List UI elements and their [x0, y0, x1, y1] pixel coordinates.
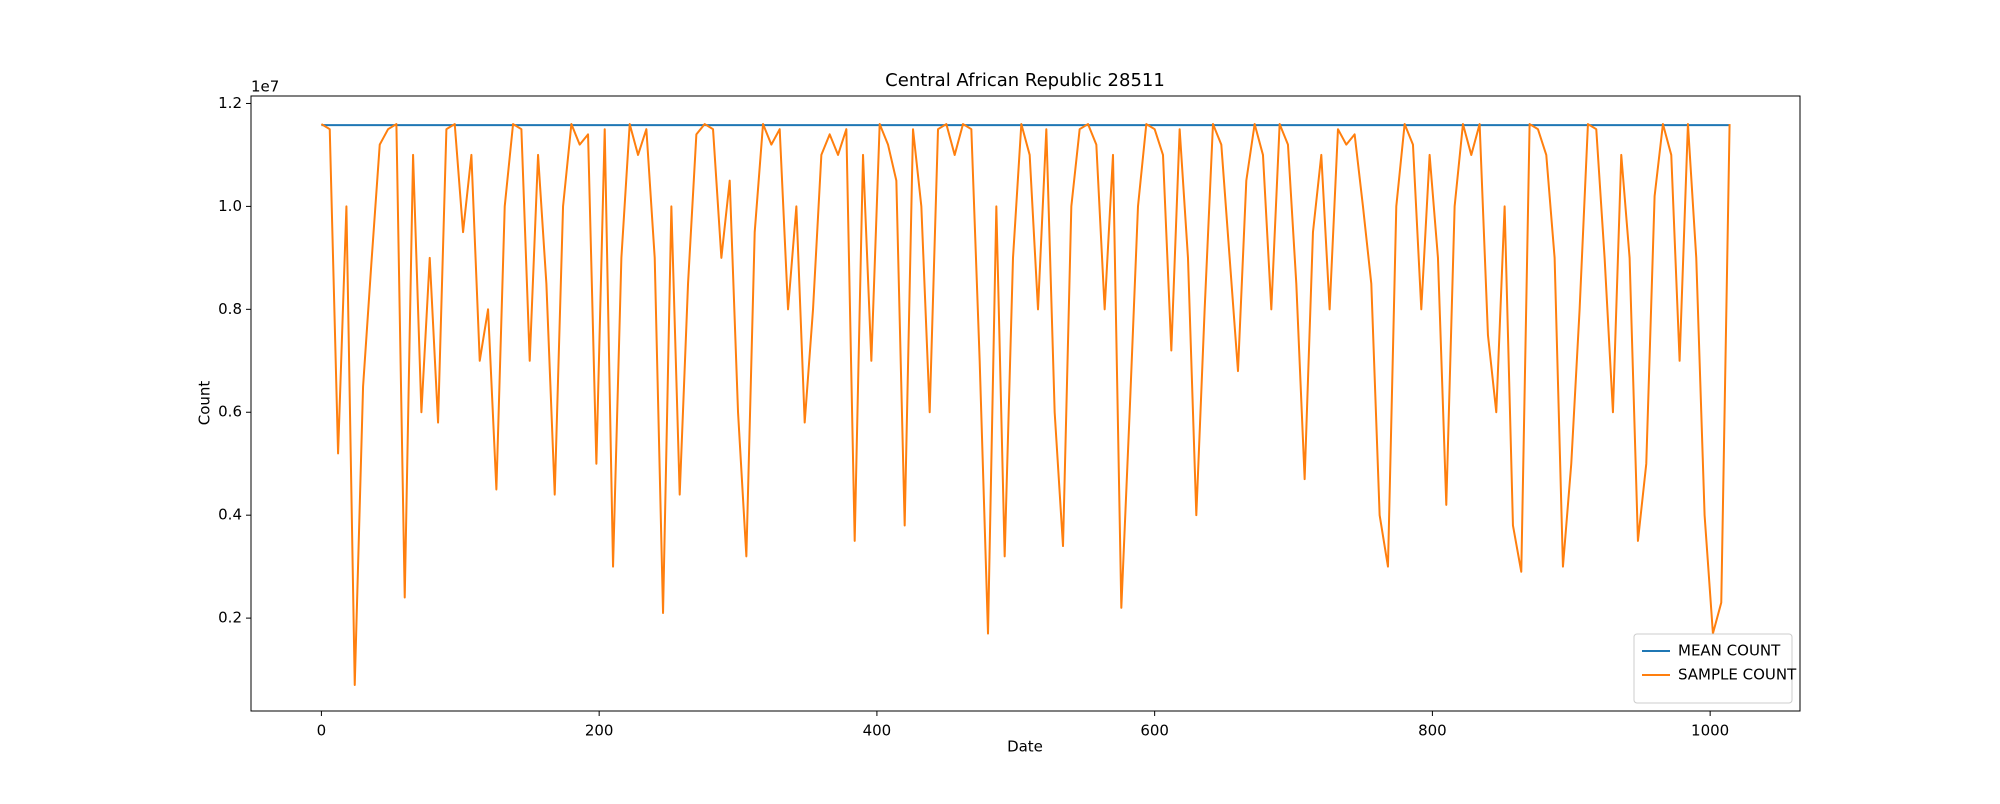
x-tick-label: 200 — [585, 722, 614, 740]
x-tick-label: 800 — [1418, 722, 1447, 740]
legend-box — [1633, 633, 1793, 704]
plot-frame — [250, 95, 1801, 712]
chart-title: Central African Republic 28511 — [885, 70, 1165, 91]
y-tick-label: 0.4 — [218, 506, 242, 524]
x-tick-label: 1000 — [1691, 722, 1729, 740]
y-tick-label: 0.6 — [218, 403, 242, 421]
y-axis-label: Count — [196, 381, 214, 426]
y-offset-label: 1e7 — [251, 78, 279, 96]
y-tick-label: 1.2 — [218, 94, 242, 112]
x-tick-label: 0 — [317, 722, 327, 740]
x-tick-label: 600 — [1140, 722, 1169, 740]
data-line — [320, 123, 1731, 687]
y-tick-label: 1.0 — [218, 197, 242, 215]
y-tick-label: 0.8 — [218, 300, 242, 318]
x-tick-label: 400 — [863, 722, 892, 740]
x-axis-label: Date — [1007, 738, 1043, 756]
y-tick-label: 0.2 — [218, 609, 242, 627]
legend-label: MEAN COUNT — [1678, 642, 1781, 660]
legend-label: SAMPLE COUNT — [1678, 666, 1797, 684]
